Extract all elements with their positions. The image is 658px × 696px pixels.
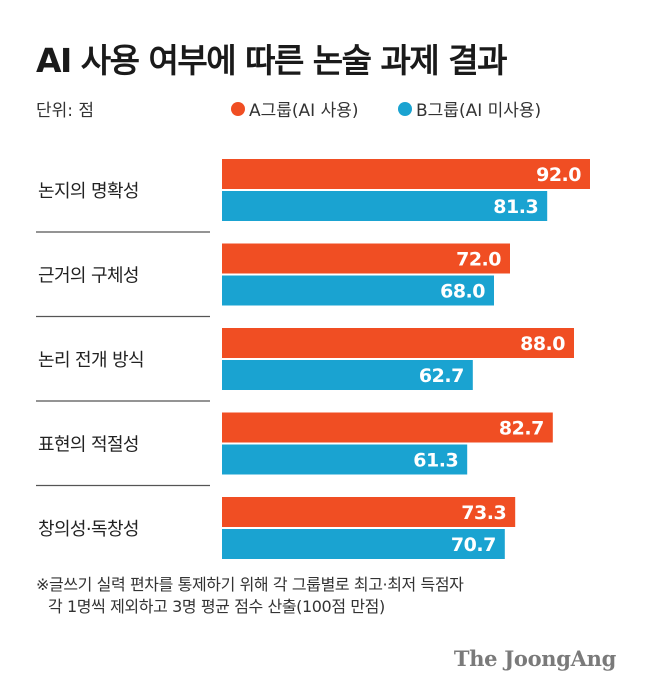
value-label-a-3: 88.0 (520, 333, 565, 355)
value-label-a-2: 72.0 (456, 249, 501, 271)
bar-b-4 (222, 444, 468, 475)
legend-swatch-b (398, 101, 412, 116)
bar-a-2 (222, 243, 510, 274)
footnote-line-2: 각 1명씩 제외하고 3명 평균 점수 산출(100점 만점) (48, 597, 385, 616)
category-label-1: 논지의 명확성 (38, 181, 139, 202)
bar-b-2 (222, 275, 494, 306)
category-label-5: 창의성·독창성 (38, 519, 139, 540)
value-label-b-4: 61.3 (413, 450, 458, 472)
footnote-line-1: ※글쓰기 실력 편차를 통제하기 위해 각 그룹별로 최고·최저 득점자 (36, 575, 464, 594)
legend-swatch-a (231, 101, 245, 116)
bar-b-5 (222, 529, 505, 559)
legend-label-b: B그룹(AI 미사용) (416, 101, 542, 121)
unit-label: 단위: 점 (36, 101, 95, 121)
bar-a-5 (222, 497, 516, 527)
legend-label-a: A그룹(AI 사용) (249, 101, 359, 121)
page-title: AI 사용 여부에 따른 논술 과제 결과 (36, 41, 507, 80)
bar-a-4 (222, 412, 553, 443)
value-label-b-2: 68.0 (440, 281, 485, 303)
bar-a-3 (222, 328, 574, 358)
value-label-b-1: 81.3 (493, 196, 538, 218)
category-label-3: 논리 전개 방식 (38, 350, 144, 371)
value-label-a-5: 73.3 (461, 502, 506, 524)
category-label-4: 표현의 적절성 (38, 435, 139, 456)
value-label-a-4: 82.7 (499, 418, 544, 440)
brand-logo: The JoongAng (453, 646, 616, 671)
legend-item-a: A그룹(AI 사용) (231, 96, 359, 121)
legend-item-b: B그룹(AI 미사용) (398, 96, 541, 121)
value-label-b-3: 62.7 (419, 365, 464, 387)
category-label-2: 근거의 구체성 (38, 266, 139, 287)
bar-a-1 (222, 159, 590, 189)
bar-b-3 (222, 360, 473, 390)
value-label-a-1: 92.0 (536, 164, 581, 186)
value-label-b-5: 70.7 (451, 534, 496, 556)
footnote: ※글쓰기 실력 편차를 통제하기 위해 각 그룹별로 최고·최저 득점자 각 1… (36, 574, 464, 618)
bar-b-1 (222, 191, 548, 221)
